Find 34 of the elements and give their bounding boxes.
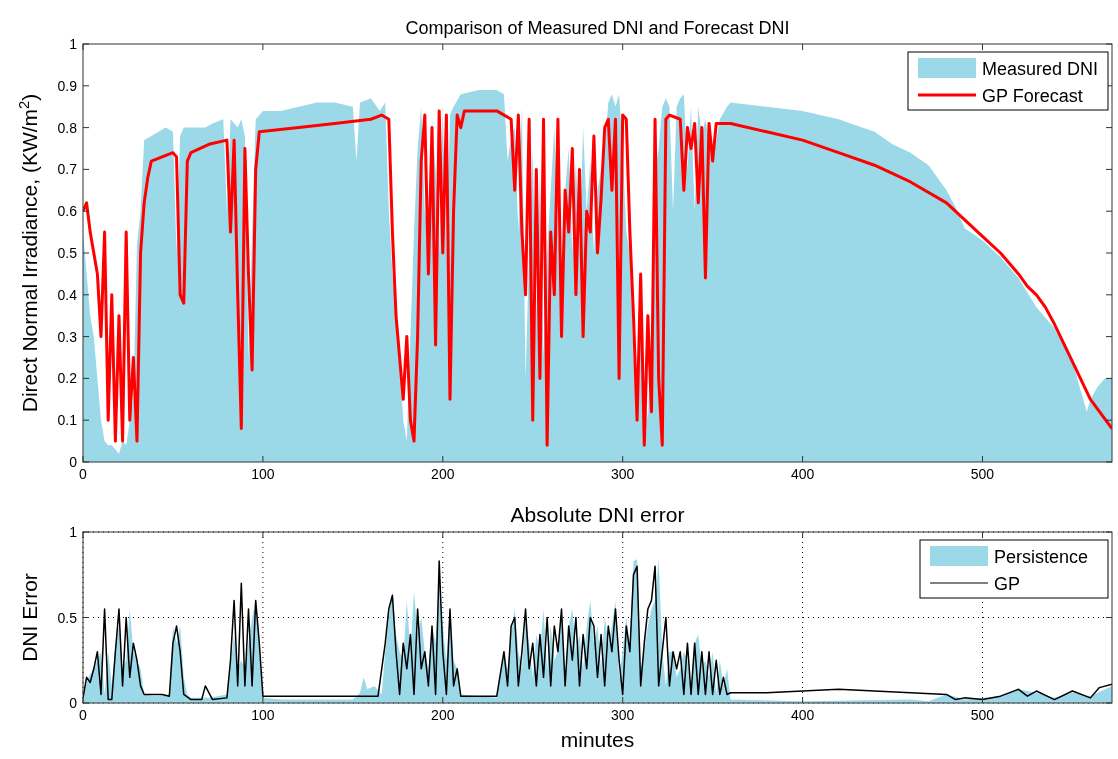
chart-title: Absolute DNI error — [510, 503, 685, 526]
y-tick-label: 0.5 — [57, 245, 78, 261]
y-tick-label: 0.1 — [57, 412, 78, 429]
legend-label: Persistence — [994, 547, 1089, 567]
y-tick-label: 0 — [69, 695, 78, 711]
legend-label: GP — [994, 574, 1021, 594]
y-tick-label: 0.4 — [57, 286, 78, 303]
x-tick-label: 400 — [790, 466, 815, 482]
x-tick-label: 500 — [970, 707, 995, 723]
x-tick-label: 100 — [251, 466, 275, 482]
chart-title: Comparison of Measured DNI and Forecast DNI — [405, 18, 790, 38]
x-tick-label: 500 — [970, 466, 995, 482]
x-tick-label: 300 — [611, 707, 635, 723]
x-tick-label: 400 — [790, 707, 815, 723]
y-tick-label: 1 — [69, 524, 78, 540]
x-tick-label: 0 — [79, 707, 88, 723]
y-tick-label: 0.3 — [57, 328, 78, 345]
legend-label: GP Forecast — [982, 86, 1083, 106]
y-axis-title: DNI Error — [18, 573, 41, 662]
y-tick-label: 0.5 — [57, 609, 78, 626]
x-tick-label: 200 — [431, 466, 455, 482]
x-axis-title: minutes — [560, 728, 635, 751]
y-tick-label: 0.8 — [57, 119, 78, 136]
y-tick-label: 0.6 — [57, 203, 78, 220]
y-tick-label: 0 — [69, 454, 78, 470]
x-tick-label: 200 — [431, 707, 455, 723]
y-tick-label: 0.2 — [57, 370, 78, 387]
y-tick-label: 0.9 — [57, 77, 78, 94]
x-tick-label: 100 — [251, 707, 275, 723]
y-tick-label: 1 — [69, 36, 78, 52]
y-tick-label: 0.7 — [57, 161, 78, 178]
legend-label: Measured DNI — [982, 59, 1099, 79]
x-tick-label: 0 — [79, 466, 88, 482]
x-tick-label: 300 — [611, 466, 635, 482]
